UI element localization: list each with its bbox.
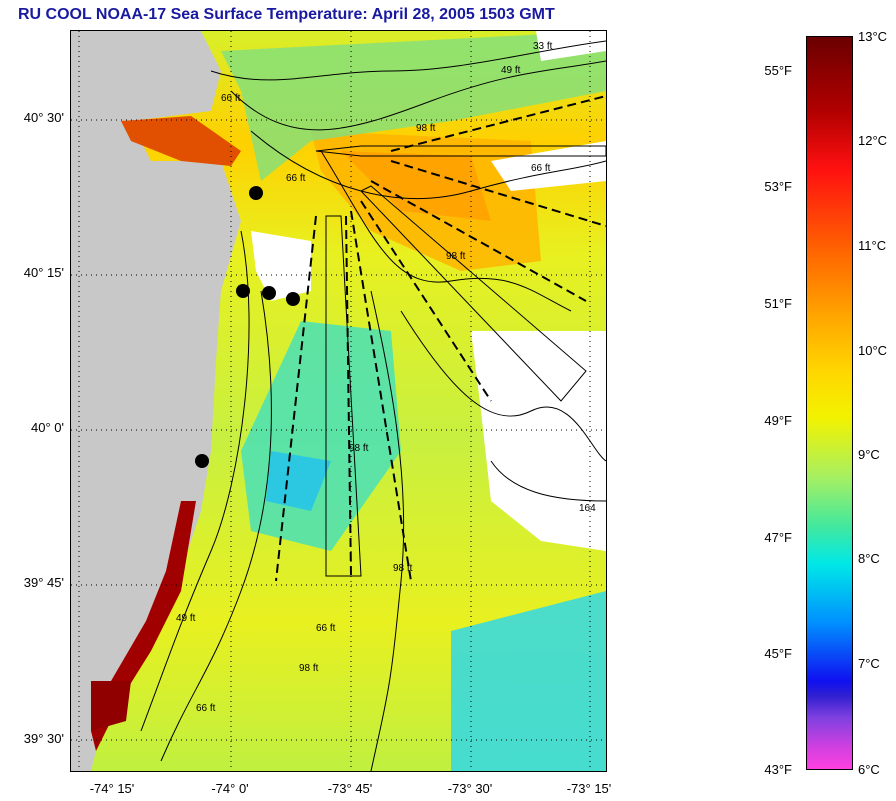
cool-spot bbox=[266, 451, 331, 511]
colorbar-c-label: 12°C bbox=[858, 133, 888, 148]
colorbar-f-label: 43°F bbox=[764, 762, 792, 777]
survey-boxes bbox=[315, 145, 606, 577]
colorbar-c-label: 8°C bbox=[858, 551, 880, 566]
colorbar-f-label: 53°F bbox=[764, 179, 792, 194]
sst-map: 33 ft 49 ft 66 ft 66 ft 98 ft 66 ft 98 f… bbox=[70, 30, 607, 772]
sst-map-canvas: 33 ft 49 ft 66 ft 66 ft 98 ft 66 ft 98 f… bbox=[71, 31, 606, 771]
lat-label: 40° 15' bbox=[23, 265, 64, 280]
lon-label: -73° 30' bbox=[447, 781, 493, 796]
lat-label: 39° 45' bbox=[23, 575, 64, 590]
contour-label: 33 ft bbox=[533, 41, 553, 52]
station-marker-2 bbox=[236, 284, 250, 298]
contour-label: 98 ft bbox=[446, 251, 466, 262]
lat-label: 40° 30' bbox=[23, 110, 64, 125]
station-marker-5 bbox=[195, 454, 209, 468]
contour-label: 49 ft bbox=[501, 65, 521, 76]
lat-label: 39° 30' bbox=[23, 731, 64, 746]
contour-label: 98 ft bbox=[393, 563, 413, 574]
contour-label: 66 ft bbox=[316, 623, 336, 634]
contour-label: 164 bbox=[579, 503, 596, 514]
station-markers bbox=[195, 186, 300, 468]
lon-label: -74° 15' bbox=[89, 781, 135, 796]
station-marker-1 bbox=[249, 186, 263, 200]
shelf-band bbox=[221, 31, 606, 181]
contour-label: 66 ft bbox=[221, 93, 241, 104]
colorbar-f-label: 49°F bbox=[764, 413, 792, 428]
colorbar-c-label: 11°C bbox=[858, 238, 887, 253]
contour-label: 98 ft bbox=[349, 443, 369, 454]
land-mass bbox=[71, 31, 241, 771]
colorbar-f-label: 51°F bbox=[764, 296, 792, 311]
lon-label: -74° 0' bbox=[211, 781, 249, 796]
lon-label: -73° 45' bbox=[327, 781, 373, 796]
map-title: RU COOL NOAA-17 Sea Surface Temperature:… bbox=[18, 6, 555, 23]
warm-core bbox=[341, 151, 491, 221]
temperature-colorbar bbox=[806, 36, 853, 770]
lat-label: 40° 0' bbox=[31, 420, 64, 435]
colorbar-f-label: 47°F bbox=[764, 530, 792, 545]
warm-inlet bbox=[121, 116, 241, 166]
no-data-offshore bbox=[471, 331, 606, 551]
colorbar-f-label: 45°F bbox=[764, 646, 792, 661]
contour-label: 66 ft bbox=[286, 173, 306, 184]
colorbar-c-label: 6°C bbox=[858, 762, 880, 777]
no-data-nearshore bbox=[251, 231, 311, 301]
lon-label: -73° 15' bbox=[566, 781, 612, 796]
survey-lines-dashed bbox=[275, 95, 606, 582]
cool-patch-south bbox=[451, 591, 606, 771]
colorbar-c-label: 13°C bbox=[858, 29, 888, 44]
bathymetry-contours bbox=[140, 40, 606, 771]
colorbar-f-label: 55°F bbox=[764, 63, 792, 78]
station-marker-4 bbox=[286, 292, 300, 306]
contour-label: 66 ft bbox=[531, 163, 551, 174]
contour-label: 66 ft bbox=[196, 703, 216, 714]
colorbar-c-label: 7°C bbox=[858, 656, 880, 671]
contour-label: 98 ft bbox=[299, 663, 319, 674]
graticule bbox=[71, 31, 606, 771]
contour-label: 49 ft bbox=[176, 613, 196, 624]
colorbar-c-label: 9°C bbox=[858, 447, 880, 462]
station-marker-3 bbox=[262, 286, 276, 300]
colorbar-c-label: 10°C bbox=[858, 343, 888, 358]
contour-label: 98 ft bbox=[416, 123, 436, 134]
